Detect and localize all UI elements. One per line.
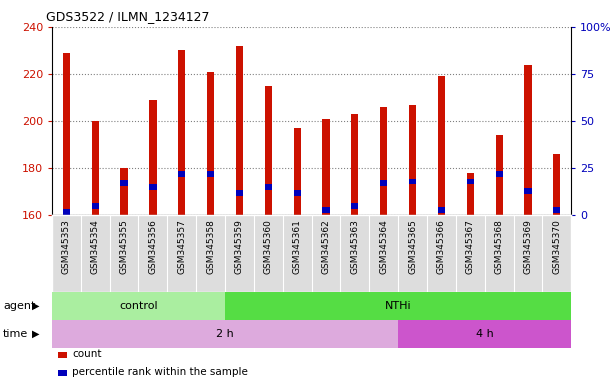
Text: GSM345366: GSM345366 (437, 219, 446, 274)
Text: GSM345370: GSM345370 (552, 219, 562, 274)
Bar (438, 207, 445, 213)
Bar (52, 292, 225, 320)
Bar (409, 179, 416, 184)
Bar (323, 207, 330, 213)
Text: control: control (119, 301, 158, 311)
Text: GSM345367: GSM345367 (466, 219, 475, 274)
Bar (149, 100, 156, 215)
Text: GSM345359: GSM345359 (235, 219, 244, 274)
Bar (438, 76, 445, 215)
Text: ▶: ▶ (32, 301, 39, 311)
Text: count: count (72, 349, 101, 359)
Text: percentile rank within the sample: percentile rank within the sample (72, 367, 248, 377)
Bar (178, 50, 185, 215)
Text: time: time (3, 329, 28, 339)
Bar (467, 173, 474, 215)
Text: GSM345361: GSM345361 (293, 219, 302, 274)
Text: GSM345355: GSM345355 (120, 219, 128, 274)
Text: GSM345356: GSM345356 (148, 219, 158, 274)
Bar (496, 171, 503, 177)
Bar (207, 72, 214, 215)
Bar (351, 203, 359, 209)
Text: GSM345357: GSM345357 (177, 219, 186, 274)
Text: GSM345358: GSM345358 (206, 219, 215, 274)
Bar (52, 320, 398, 348)
Text: GSM345365: GSM345365 (408, 219, 417, 274)
Bar (236, 190, 243, 196)
Bar (553, 207, 560, 213)
Bar (265, 86, 272, 215)
Bar (120, 180, 128, 186)
Text: GSM345363: GSM345363 (350, 219, 359, 274)
Bar (236, 46, 243, 215)
Bar (92, 203, 99, 209)
Bar (467, 179, 474, 184)
Bar (380, 107, 387, 215)
Bar (380, 180, 387, 186)
Text: ▶: ▶ (32, 329, 39, 339)
Bar (553, 154, 560, 215)
Bar (225, 292, 571, 320)
Bar (178, 171, 185, 177)
Bar (293, 190, 301, 196)
Text: GSM345362: GSM345362 (321, 219, 331, 274)
Bar (92, 121, 99, 215)
Bar (351, 114, 359, 215)
Text: GSM345364: GSM345364 (379, 219, 388, 274)
Bar (207, 171, 214, 177)
Text: GSM345353: GSM345353 (62, 219, 71, 274)
Bar (524, 188, 532, 194)
Bar (63, 53, 70, 215)
Bar (293, 128, 301, 215)
Text: agent: agent (3, 301, 35, 311)
Bar (524, 65, 532, 215)
Bar (323, 119, 330, 215)
Text: NTHi: NTHi (385, 301, 411, 311)
Bar (63, 209, 70, 215)
Bar (265, 184, 272, 190)
Text: 4 h: 4 h (476, 329, 494, 339)
Bar (398, 320, 571, 348)
Bar (496, 135, 503, 215)
Text: GSM345354: GSM345354 (90, 219, 100, 274)
Text: GDS3522 / ILMN_1234127: GDS3522 / ILMN_1234127 (46, 10, 210, 23)
Text: GSM345369: GSM345369 (524, 219, 533, 274)
Text: GSM345360: GSM345360 (264, 219, 273, 274)
Bar (120, 168, 128, 215)
Text: GSM345368: GSM345368 (495, 219, 503, 274)
Bar (409, 105, 416, 215)
Text: 2 h: 2 h (216, 329, 234, 339)
Bar (149, 184, 156, 190)
